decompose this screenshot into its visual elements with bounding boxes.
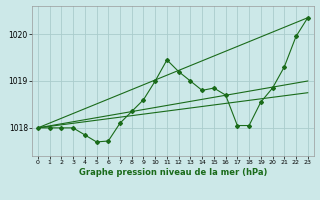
- X-axis label: Graphe pression niveau de la mer (hPa): Graphe pression niveau de la mer (hPa): [79, 168, 267, 177]
